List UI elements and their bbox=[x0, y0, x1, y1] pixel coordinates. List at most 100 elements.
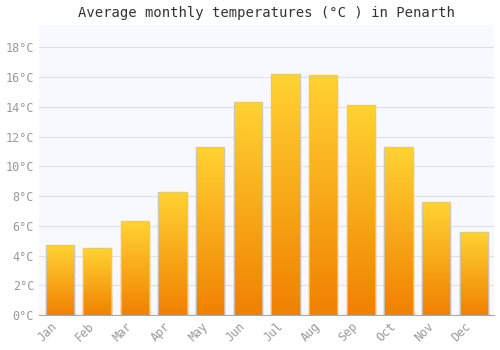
Bar bbox=[46, 287, 74, 288]
Bar bbox=[121, 236, 149, 237]
Bar bbox=[460, 266, 488, 267]
Bar bbox=[83, 250, 112, 251]
Bar bbox=[384, 280, 412, 282]
Bar bbox=[346, 250, 375, 252]
Bar bbox=[83, 274, 112, 275]
Bar bbox=[272, 163, 299, 166]
Bar bbox=[346, 214, 375, 217]
Bar bbox=[46, 310, 74, 311]
Bar bbox=[234, 162, 262, 164]
Bar bbox=[422, 314, 450, 315]
Bar bbox=[158, 266, 186, 267]
Bar bbox=[234, 300, 262, 302]
Bar bbox=[309, 195, 338, 198]
Bar bbox=[384, 218, 412, 219]
Bar bbox=[422, 234, 450, 235]
Bar bbox=[272, 74, 299, 315]
Bar bbox=[234, 238, 262, 241]
Bar bbox=[422, 263, 450, 264]
Bar bbox=[196, 186, 224, 187]
Bar bbox=[121, 232, 149, 234]
Bar bbox=[384, 275, 412, 276]
Bar bbox=[460, 284, 488, 285]
Bar bbox=[234, 281, 262, 284]
Bar bbox=[346, 118, 375, 120]
Bar bbox=[346, 292, 375, 294]
Bar bbox=[272, 115, 299, 118]
Bar bbox=[272, 168, 299, 170]
Bar bbox=[234, 198, 262, 200]
Bar bbox=[121, 271, 149, 272]
Bar bbox=[272, 195, 299, 197]
Bar bbox=[46, 307, 74, 308]
Bar bbox=[158, 296, 186, 298]
Bar bbox=[46, 286, 74, 287]
Bar bbox=[196, 199, 224, 201]
Bar bbox=[460, 259, 488, 260]
Bar bbox=[234, 222, 262, 224]
Bar bbox=[346, 141, 375, 143]
Bar bbox=[158, 271, 186, 272]
Bar bbox=[309, 145, 338, 147]
Bar bbox=[83, 262, 112, 263]
Bar bbox=[46, 260, 74, 261]
Bar bbox=[384, 234, 412, 236]
Bar bbox=[272, 252, 299, 255]
Bar bbox=[346, 153, 375, 156]
Bar bbox=[309, 303, 338, 306]
Bar bbox=[309, 104, 338, 107]
Bar bbox=[346, 111, 375, 114]
Bar bbox=[422, 227, 450, 228]
Bar bbox=[384, 287, 412, 288]
Bar bbox=[46, 312, 74, 313]
Bar bbox=[309, 219, 338, 222]
Bar bbox=[272, 269, 299, 272]
Bar bbox=[196, 167, 224, 169]
Bar bbox=[346, 109, 375, 112]
Bar bbox=[272, 88, 299, 91]
Bar bbox=[121, 270, 149, 271]
Bar bbox=[309, 186, 338, 188]
Bar bbox=[346, 124, 375, 126]
Bar bbox=[196, 175, 224, 177]
Bar bbox=[346, 279, 375, 282]
Bar bbox=[309, 272, 338, 274]
Bar bbox=[196, 157, 224, 159]
Bar bbox=[272, 175, 299, 178]
Bar bbox=[196, 192, 224, 194]
Bar bbox=[422, 291, 450, 293]
Bar bbox=[234, 153, 262, 155]
Bar bbox=[121, 265, 149, 266]
Bar bbox=[272, 136, 299, 139]
Bar bbox=[384, 221, 412, 223]
Bar bbox=[46, 306, 74, 307]
Bar bbox=[83, 280, 112, 281]
Bar bbox=[384, 187, 412, 189]
Bar bbox=[158, 195, 186, 197]
Bar bbox=[196, 170, 224, 172]
Bar bbox=[121, 264, 149, 265]
Bar bbox=[460, 313, 488, 314]
Bar bbox=[121, 228, 149, 229]
Bar bbox=[46, 293, 74, 294]
Bar bbox=[422, 257, 450, 259]
Bar bbox=[309, 279, 338, 282]
Bar bbox=[83, 277, 112, 278]
Bar bbox=[460, 304, 488, 305]
Bar bbox=[272, 243, 299, 245]
Bar bbox=[272, 84, 299, 86]
Bar bbox=[422, 273, 450, 274]
Bar bbox=[422, 281, 450, 282]
Bar bbox=[196, 216, 224, 218]
Bar bbox=[234, 277, 262, 279]
Bar bbox=[422, 280, 450, 281]
Bar bbox=[46, 262, 74, 263]
Bar bbox=[83, 251, 112, 252]
Bar bbox=[83, 272, 112, 273]
Bar bbox=[46, 290, 74, 291]
Bar bbox=[121, 300, 149, 301]
Bar bbox=[46, 302, 74, 303]
Bar bbox=[346, 130, 375, 133]
Bar bbox=[196, 244, 224, 246]
Bar bbox=[83, 292, 112, 293]
